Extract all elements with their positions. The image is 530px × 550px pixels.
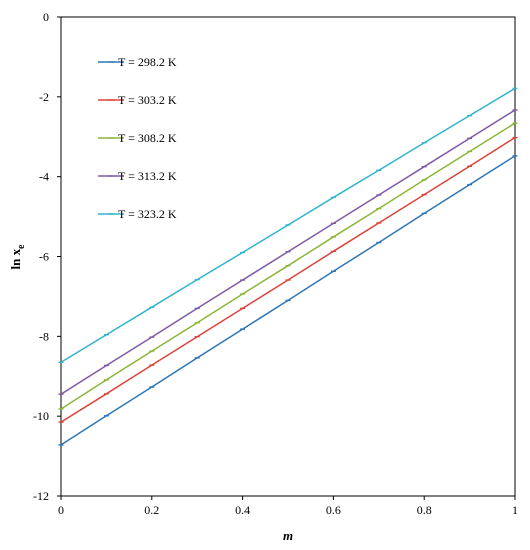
series-3 (58, 109, 518, 395)
series-2 (58, 122, 518, 410)
plot-area-frame (60, 16, 516, 497)
y-tick-label: 0 (43, 10, 49, 24)
x-tick-label: 1 (512, 503, 518, 517)
x-tick-label: 0.8 (417, 503, 432, 517)
legend-item: T = 323.2 K (98, 207, 177, 221)
y-tick-label: -8 (39, 329, 49, 343)
legend-label: T = 298.2 K (118, 55, 177, 69)
legend: T = 298.2 K T = 303.2 K T = 308.2 K T = 313… (98, 55, 177, 221)
y-axis-title-main: ln x (8, 248, 23, 269)
y-axis-title: ln xe (8, 244, 27, 270)
series-1 (58, 136, 518, 423)
x-tick-label: 0.6 (326, 503, 341, 517)
y-tick-label: -12 (33, 489, 49, 503)
legend-label: T = 308.2 K (118, 131, 177, 145)
y-tick-label: -10 (33, 409, 49, 423)
legend-item: T = 313.2 K (98, 169, 177, 183)
y-tick-label: -6 (39, 250, 49, 264)
x-tick-label: 0 (58, 503, 64, 517)
series-0 (58, 155, 518, 446)
y-tick-label: -4 (39, 170, 49, 184)
legend-label: T = 313.2 K (118, 169, 177, 183)
legend-item: T = 298.2 K (98, 55, 177, 69)
legend-label: T = 323.2 K (118, 207, 177, 221)
y-axis-title-subscript: e (16, 244, 27, 249)
series-4 (58, 87, 518, 363)
series-layer (58, 87, 518, 446)
axis-layer: 0 0.2 0.4 0.6 0.8 1 0 -2 -4 -6 -8 -10 -12 (33, 10, 518, 517)
x-tick-label: 0.2 (144, 503, 159, 517)
legend-label: T = 303.2 K (118, 93, 177, 107)
x-tick-label: 0.4 (235, 503, 250, 517)
legend-item: T = 308.2 K (98, 131, 177, 145)
y-tick-label: -2 (39, 90, 49, 104)
legend-item: T = 303.2 K (98, 93, 177, 107)
x-axis-title: m (283, 528, 293, 543)
